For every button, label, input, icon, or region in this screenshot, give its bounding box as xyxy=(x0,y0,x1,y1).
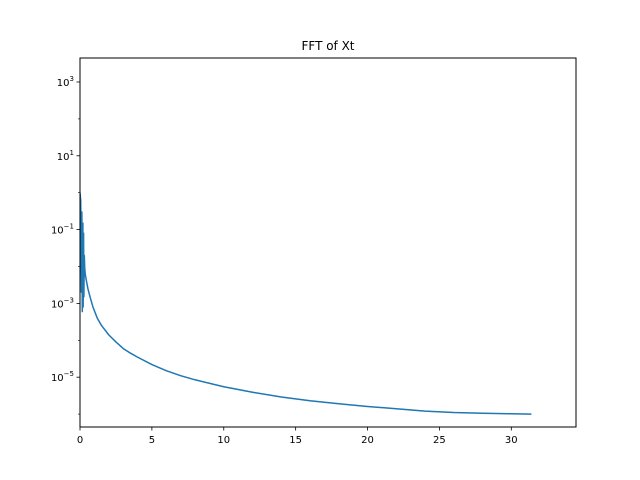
axes-frame xyxy=(79,57,577,428)
x-tick-label: 10 xyxy=(217,435,230,446)
axes: 0 5 10 15 20 25 30 103 101 10−1 10−3 10−5 xyxy=(51,75,518,446)
y-tick-label: 10−3 xyxy=(51,296,74,310)
x-tick-label: 30 xyxy=(505,435,518,446)
x-tick-label: 0 xyxy=(77,435,83,446)
x-tick-label: 25 xyxy=(433,435,446,446)
chart-title: FFT of Xt xyxy=(301,39,354,53)
x-tick-label: 15 xyxy=(289,435,302,446)
y-tick-label: 10−5 xyxy=(51,370,74,384)
plot-area xyxy=(80,192,532,415)
x-tick-label: 20 xyxy=(361,435,374,446)
series-line-0 xyxy=(80,192,532,415)
y-tick-label: 103 xyxy=(57,75,74,89)
x-tick-label: 5 xyxy=(149,435,155,446)
y-tick-label: 10−1 xyxy=(51,223,74,237)
y-tick-label: 101 xyxy=(57,149,74,163)
